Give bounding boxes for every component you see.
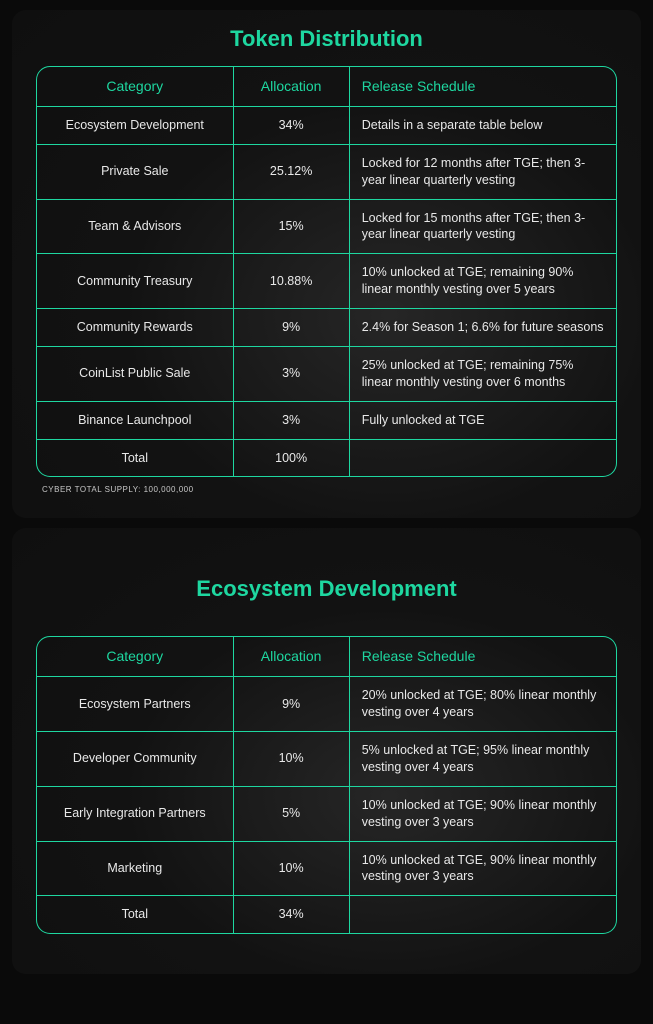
token-distribution-title: Token Distribution [36, 26, 617, 52]
table-row: Ecosystem Partners 9% 20% unlocked at TG… [36, 677, 617, 732]
cell-allocation: 100% [234, 440, 350, 478]
table-row: Marketing 10% 10% unlocked at TGE, 90% l… [36, 842, 617, 897]
cell-schedule: 10% unlocked at TGE; remaining 90% linea… [350, 254, 617, 309]
cell-allocation: 15% [234, 200, 350, 255]
table-row: Private Sale 25.12% Locked for 12 months… [36, 145, 617, 200]
cell-allocation: 3% [234, 402, 350, 440]
cell-category: Total [36, 440, 234, 478]
cell-allocation: 10% [234, 842, 350, 897]
cell-category: Ecosystem Partners [36, 677, 234, 732]
token-distribution-table: Category Allocation Release Schedule Eco… [36, 66, 617, 477]
cell-schedule: 10% unlocked at TGE, 90% linear monthly … [350, 842, 617, 897]
cell-category: Total [36, 896, 234, 934]
col-category-header: Category [36, 636, 234, 677]
cell-allocation: 9% [234, 677, 350, 732]
cell-category: Community Treasury [36, 254, 234, 309]
cell-category: Developer Community [36, 732, 234, 787]
table-row: CoinList Public Sale 3% 25% unlocked at … [36, 347, 617, 402]
col-schedule-header: Release Schedule [350, 66, 617, 107]
cell-schedule: 2.4% for Season 1; 6.6% for future seaso… [350, 309, 617, 347]
table-header-row: Category Allocation Release Schedule [36, 66, 617, 107]
cell-schedule [350, 440, 617, 478]
supply-footnote: CYBER TOTAL SUPPLY: 100,000,000 [42, 485, 617, 494]
cell-schedule: 20% unlocked at TGE; 80% linear monthly … [350, 677, 617, 732]
table-row: Early Integration Partners 5% 10% unlock… [36, 787, 617, 842]
table-row: Team & Advisors 15% Locked for 15 months… [36, 200, 617, 255]
table-header-row: Category Allocation Release Schedule [36, 636, 617, 677]
table-row: Community Rewards 9% 2.4% for Season 1; … [36, 309, 617, 347]
table-row-total: Total 100% [36, 440, 617, 478]
table-row-total: Total 34% [36, 896, 617, 934]
cell-allocation: 9% [234, 309, 350, 347]
cell-allocation: 10% [234, 732, 350, 787]
cell-allocation: 34% [234, 107, 350, 145]
cell-schedule: 25% unlocked at TGE; remaining 75% linea… [350, 347, 617, 402]
ecosystem-development-title: Ecosystem Development [36, 576, 617, 602]
token-distribution-panel: Token Distribution Category Allocation R… [12, 10, 641, 518]
cell-schedule: Details in a separate table below [350, 107, 617, 145]
cell-category: CoinList Public Sale [36, 347, 234, 402]
table-row: Ecosystem Development 34% Details in a s… [36, 107, 617, 145]
cell-category: Private Sale [36, 145, 234, 200]
col-category-header: Category [36, 66, 234, 107]
ecosystem-development-panel: Ecosystem Development Category Allocatio… [12, 528, 641, 974]
cell-schedule: Locked for 15 months after TGE; then 3-y… [350, 200, 617, 255]
table-row: Binance Launchpool 3% Fully unlocked at … [36, 402, 617, 440]
cell-schedule [350, 896, 617, 934]
cell-allocation: 34% [234, 896, 350, 934]
cell-schedule: Locked for 12 months after TGE; then 3-y… [350, 145, 617, 200]
cell-allocation: 25.12% [234, 145, 350, 200]
table-row: Community Treasury 10.88% 10% unlocked a… [36, 254, 617, 309]
cell-schedule: Fully unlocked at TGE [350, 402, 617, 440]
cell-allocation: 10.88% [234, 254, 350, 309]
cell-schedule: 5% unlocked at TGE; 95% linear monthly v… [350, 732, 617, 787]
col-allocation-header: Allocation [234, 636, 350, 677]
cell-allocation: 3% [234, 347, 350, 402]
cell-category: Ecosystem Development [36, 107, 234, 145]
cell-category: Binance Launchpool [36, 402, 234, 440]
cell-schedule: 10% unlocked at TGE; 90% linear monthly … [350, 787, 617, 842]
cell-allocation: 5% [234, 787, 350, 842]
ecosystem-development-table: Category Allocation Release Schedule Eco… [36, 636, 617, 934]
cell-category: Team & Advisors [36, 200, 234, 255]
table-row: Developer Community 10% 5% unlocked at T… [36, 732, 617, 787]
cell-category: Marketing [36, 842, 234, 897]
col-allocation-header: Allocation [234, 66, 350, 107]
cell-category: Community Rewards [36, 309, 234, 347]
col-schedule-header: Release Schedule [350, 636, 617, 677]
cell-category: Early Integration Partners [36, 787, 234, 842]
